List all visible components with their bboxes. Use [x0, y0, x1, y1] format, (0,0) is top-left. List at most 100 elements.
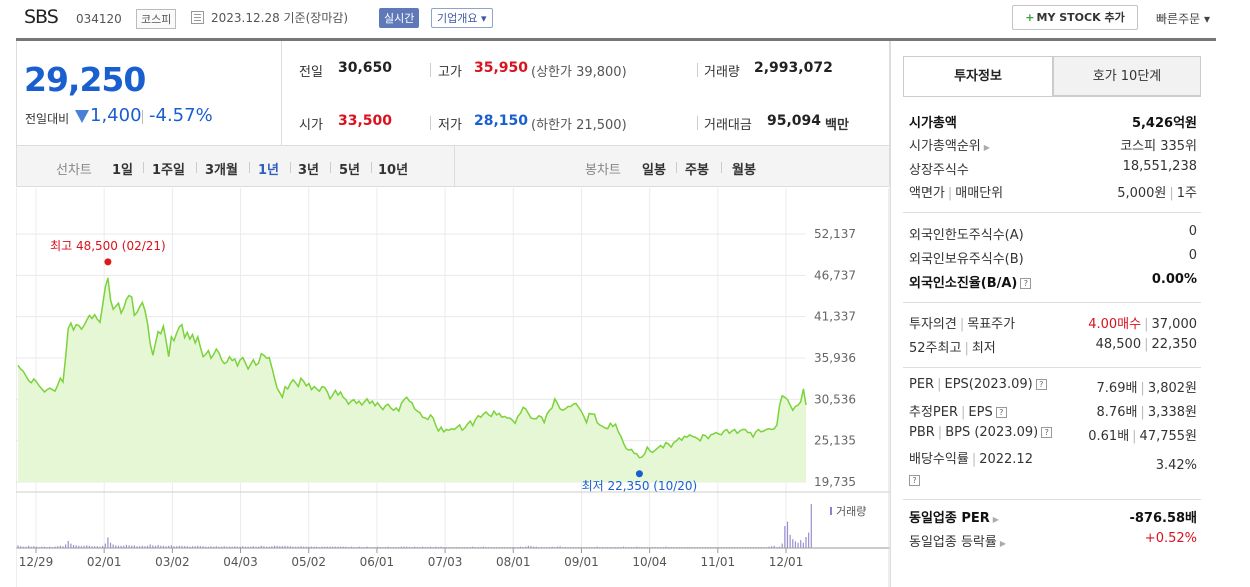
week52-high-value: 48,500 — [1095, 337, 1142, 352]
volume-value: 2,993,072 — [754, 60, 833, 76]
help-icon[interactable]: ? — [995, 407, 1007, 418]
volume-bar — [268, 546, 270, 548]
volume-bar — [805, 537, 807, 548]
y-tick-label: 25,135 — [814, 434, 856, 448]
volume-bar — [324, 546, 326, 548]
divider — [676, 162, 677, 173]
open-label: 시가 — [299, 118, 323, 133]
tab-1w[interactable]: 1주일 — [152, 163, 185, 178]
tab-5y[interactable]: 5년 — [339, 163, 361, 178]
volume-bar — [199, 546, 202, 548]
quick-order-button[interactable]: 빠른주문 ▾ — [1156, 12, 1210, 26]
trade-unit-label: 매매단위 — [955, 186, 1004, 201]
industry-rate-label[interactable]: 동일업종 등락률 — [909, 535, 997, 550]
volume-bar — [273, 545, 276, 548]
high-annotation: 최고 48,500 (02/21) — [50, 239, 166, 253]
volume-bar — [406, 546, 408, 548]
change-percent: -4.57% — [149, 105, 213, 126]
volume-bar — [332, 546, 334, 548]
panel-divider — [890, 41, 891, 587]
volume-bar — [35, 546, 38, 548]
volume-bar — [131, 545, 133, 548]
volume-bar — [284, 545, 286, 548]
volume-bar — [125, 544, 128, 548]
volume-bar — [313, 546, 315, 548]
price-chart[interactable]: 52,137 46,737 41,337 35,936 30,536 25,135 19,7… — [16, 188, 890, 587]
volume-bar — [794, 541, 797, 548]
market-cap-label: 시가총액 — [909, 116, 957, 131]
divider — [430, 116, 431, 130]
realtime-badge[interactable]: 실시간 — [379, 8, 420, 28]
volume-bar — [96, 546, 98, 548]
foreign-hold-value: 0 — [1188, 248, 1197, 263]
volume-bar — [519, 546, 522, 548]
open-value: 33,500 — [338, 113, 393, 129]
divider — [196, 162, 197, 173]
help-icon[interactable]: ? — [1041, 427, 1053, 438]
help-icon[interactable]: ? — [1020, 278, 1032, 289]
pbr-label: PBR — [909, 425, 935, 440]
volume-bar — [247, 546, 249, 548]
volume-bar — [292, 546, 294, 548]
volume-bar — [781, 543, 783, 548]
tab-10y[interactable]: 10년 — [378, 163, 409, 178]
add-mystock-button[interactable]: + MY STOCK 추가 — [1012, 5, 1138, 30]
volume-bar — [152, 545, 154, 548]
foreign-ratio-row: 외국인소진율(B/A)? 0.00% — [909, 272, 1197, 294]
divider — [430, 63, 431, 77]
opinion-row: 투자의견 | 목표주가 4.00매수 | 37,000 — [909, 317, 1197, 332]
tab-1y[interactable]: 1년 — [258, 163, 280, 178]
market-cap-rank-label[interactable]: 시가총액순위 — [909, 139, 981, 154]
tab-3y[interactable]: 3년 — [298, 163, 320, 178]
volume-bar — [165, 546, 167, 548]
divider — [142, 110, 143, 124]
volume-bar — [221, 546, 223, 548]
volume-bar — [792, 539, 794, 548]
tab-3m[interactable]: 3개월 — [205, 163, 238, 178]
volume-bar — [22, 546, 24, 548]
volume-bar — [472, 546, 474, 548]
help-icon[interactable]: ? — [909, 475, 920, 486]
volume-bar — [170, 545, 172, 548]
x-tick-label: 11/01 — [701, 555, 736, 569]
change-amount: 1,400 — [90, 105, 142, 126]
tab-underline — [903, 96, 1201, 97]
week52-row: 52주최고 | 최저 48,500 | 22,350 — [909, 337, 1197, 356]
x-tick-label: 06/01 — [360, 555, 395, 569]
tab-weekly[interactable]: 주봉 — [685, 163, 709, 178]
low-marker — [635, 470, 643, 478]
volume-bar — [334, 546, 336, 548]
volume-bar — [316, 546, 318, 548]
volume-bar — [559, 546, 561, 548]
tab-daily[interactable]: 일봉 — [642, 163, 666, 178]
volume-bar — [157, 544, 159, 548]
week52-low-label: 최저 — [971, 341, 996, 356]
volume-bar — [310, 546, 313, 548]
dividend-label: 배당수익률 — [909, 452, 969, 467]
volume-bar — [276, 545, 278, 548]
per-label: PER — [909, 377, 935, 392]
industry-per-label[interactable]: 동일업종 PER — [909, 511, 990, 526]
industry-rate-row: 동일업종 등락률 ▶ +0.52% — [909, 531, 1197, 553]
volume-bar — [326, 546, 328, 548]
volume-bar — [27, 545, 30, 548]
stats-table — [282, 41, 890, 146]
volume-bar — [556, 546, 559, 548]
volume-bar — [636, 546, 638, 548]
company-overview-button[interactable]: 기업개요 ▾ — [431, 8, 493, 28]
price-area — [18, 277, 806, 482]
volume-bar — [255, 546, 257, 548]
tab-monthly[interactable]: 월봉 — [732, 163, 756, 178]
market-cap-row: 시가총액 5,426억원 — [909, 112, 1197, 134]
help-icon[interactable]: ? — [1035, 379, 1047, 390]
tab-investment-info[interactable]: 투자정보 — [903, 56, 1053, 96]
volume-bar — [176, 546, 178, 548]
tab-orderbook[interactable]: 호가 10단계 — [1053, 56, 1201, 96]
volume-bar — [797, 542, 799, 548]
target-price-label: 목표주가 — [967, 317, 1016, 332]
volume-bar — [120, 545, 122, 548]
divider — [903, 367, 1201, 368]
volume-bar — [350, 546, 352, 548]
volume-bar — [146, 545, 149, 548]
tab-1d[interactable]: 1일 — [112, 163, 134, 178]
